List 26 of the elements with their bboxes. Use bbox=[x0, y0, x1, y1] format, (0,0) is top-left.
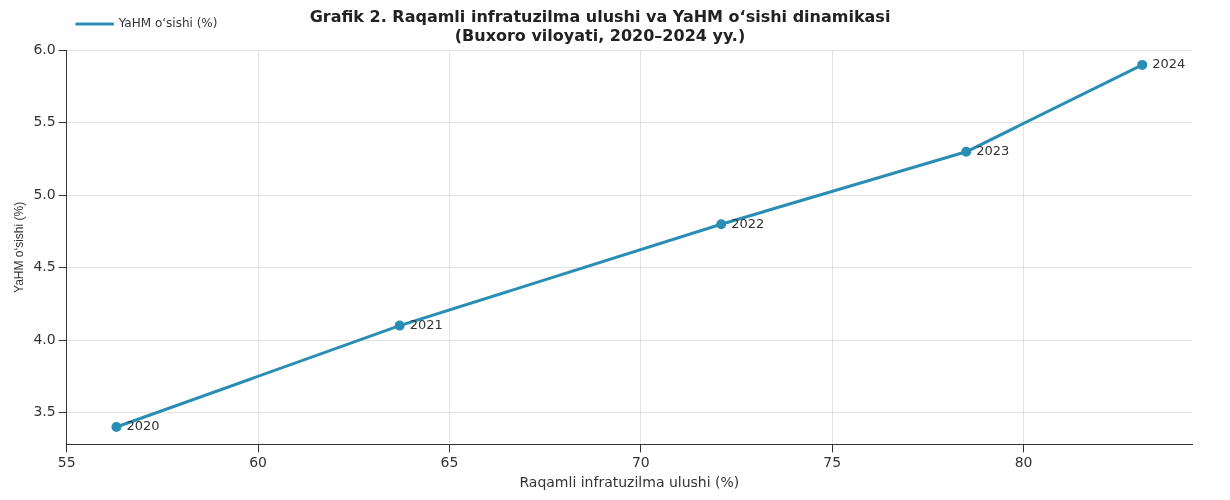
y-tick-label: 5.5 bbox=[33, 113, 56, 130]
x-tick-label: 80 bbox=[1014, 454, 1033, 471]
x-tick-label: 70 bbox=[631, 454, 650, 471]
x-tick-label: 75 bbox=[823, 454, 842, 471]
x-tick-label: 60 bbox=[249, 454, 267, 471]
chart-title: Grafik 2. Raqamli infratuzilma ulushi va YaHM o‘sishi dinamikasi (Buxoro viloyati, 2020–2024 yy.) bbox=[309, 6, 891, 45]
y-tick-label: 3.5 bbox=[33, 403, 56, 420]
x-tick-label: 55 bbox=[57, 454, 76, 471]
annotation: 2024 bbox=[1152, 56, 1186, 72]
annotation: 2021 bbox=[409, 317, 443, 332]
point bbox=[716, 219, 727, 230]
point bbox=[111, 422, 122, 433]
y-axis-title: YaHM o‘sishi (%) bbox=[11, 201, 26, 293]
y-tick-label: 6.0 bbox=[33, 41, 56, 58]
y-tick-label: 4.0 bbox=[33, 330, 56, 347]
point bbox=[1137, 59, 1148, 70]
annotation: 2022 bbox=[731, 215, 765, 231]
annotation: 2023 bbox=[976, 143, 1010, 159]
legend-label: YaHM o‘sishi (%) bbox=[117, 16, 218, 31]
point bbox=[961, 146, 972, 157]
point bbox=[394, 320, 405, 331]
y-tick-label: 5.0 bbox=[33, 185, 56, 202]
annotation: 2020 bbox=[126, 418, 160, 434]
y-tick-label: 4.5 bbox=[33, 258, 56, 275]
x-axis-title: Raqamli infratuzilma ulushi (%) bbox=[519, 474, 740, 491]
x-tick-label: 65 bbox=[440, 454, 459, 471]
